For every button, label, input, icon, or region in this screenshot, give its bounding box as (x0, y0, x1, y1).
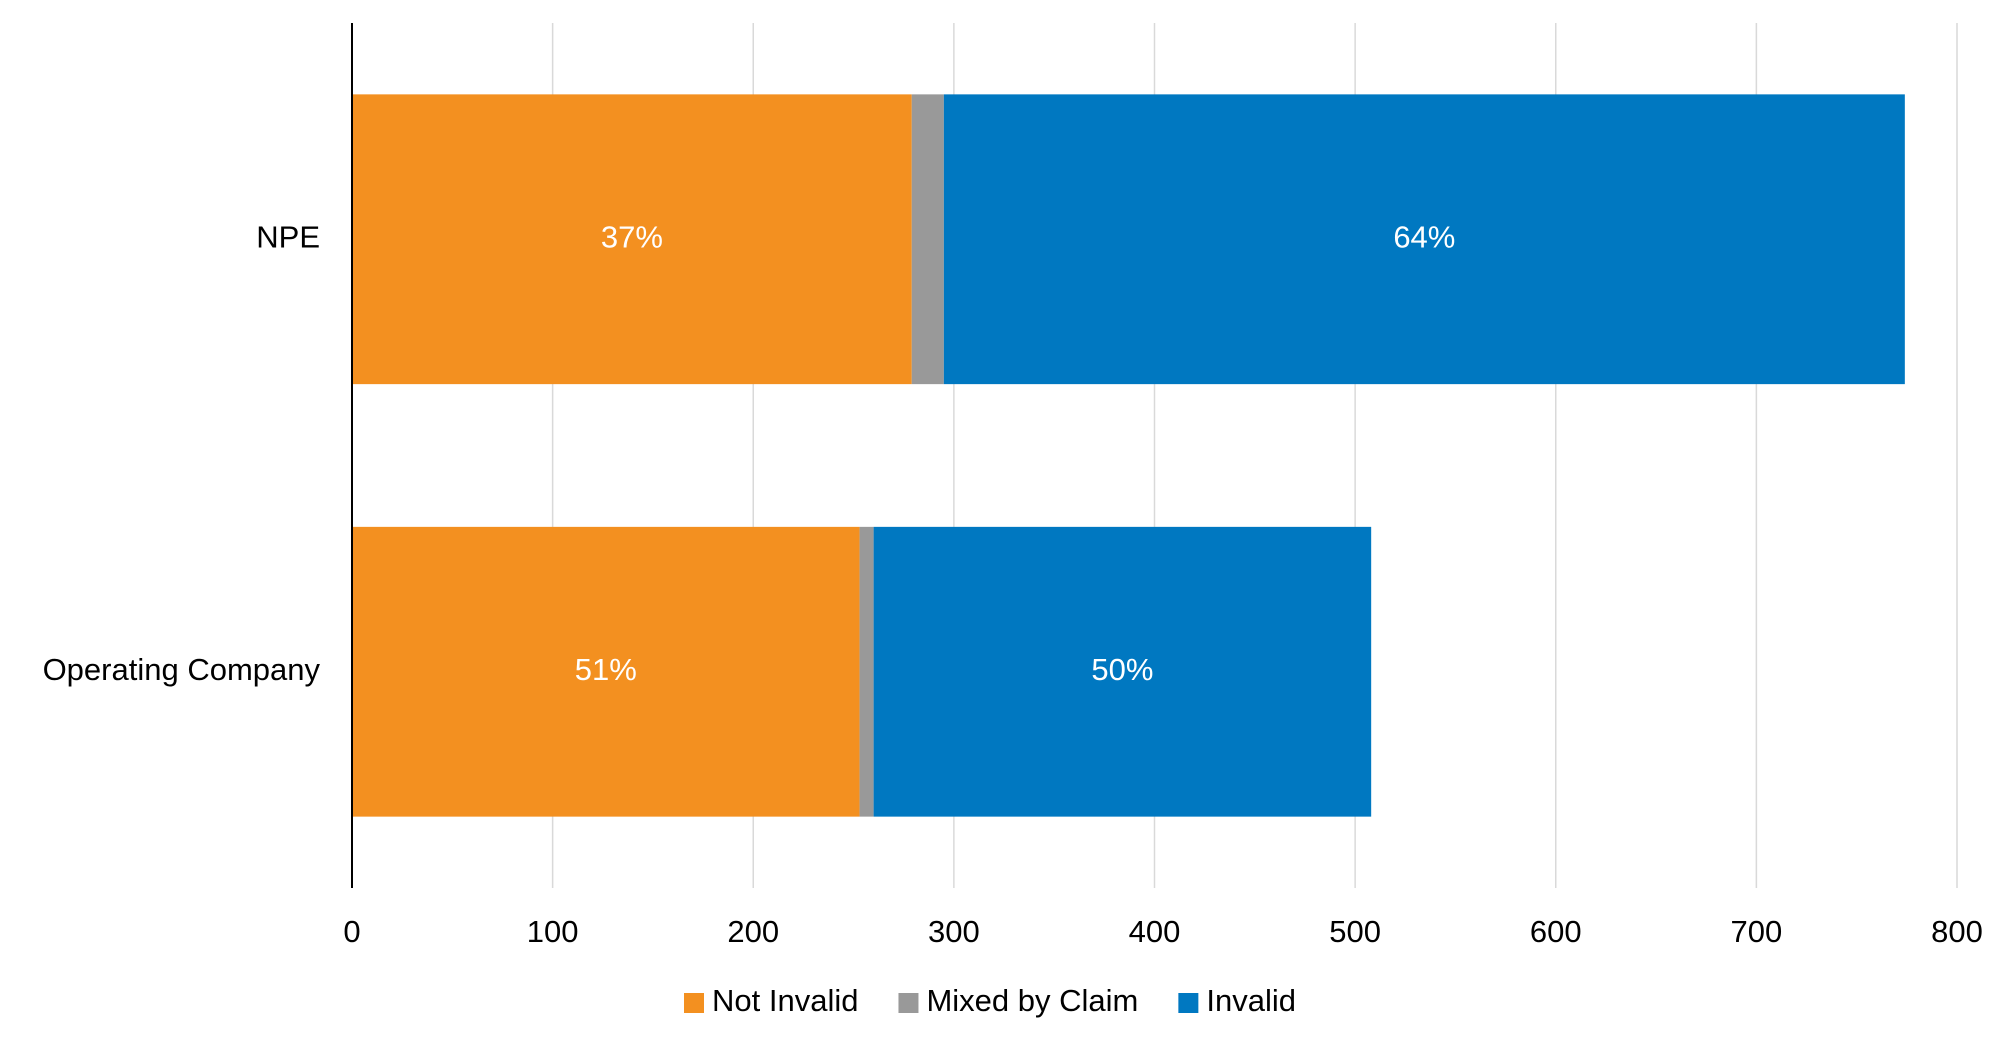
x-tick-label: 500 (1329, 914, 1381, 949)
bar-segment (912, 94, 944, 384)
x-tick-label: 100 (527, 914, 579, 949)
data-label: 64% (1393, 219, 1455, 254)
x-tick-label: 700 (1731, 914, 1783, 949)
chart: 0 100 200 300 400 500 600 700 800 NPE 37% 64% Operat… (0, 0, 2002, 1045)
x-tick-label: 300 (928, 914, 980, 949)
x-tick-label: 800 (1931, 914, 1983, 949)
x-tick-label: 600 (1530, 914, 1582, 949)
x-tick-label: 0 (343, 914, 360, 949)
data-label: 50% (1091, 652, 1153, 687)
legend-label: Mixed by Claim (926, 983, 1138, 1018)
legend-swatch (1178, 993, 1198, 1013)
legend-swatch (684, 993, 704, 1013)
y-tick-label: NPE (256, 219, 320, 254)
data-label: 37% (601, 219, 663, 254)
x-tick-label: 200 (727, 914, 779, 949)
y-tick-label: Operating Company (43, 652, 321, 687)
legend-label: Not Invalid (712, 983, 858, 1018)
legend-swatch (898, 993, 918, 1013)
legend-label: Invalid (1206, 983, 1296, 1018)
bar-segment (860, 527, 874, 817)
data-label: 51% (575, 652, 637, 687)
x-tick-label: 400 (1129, 914, 1181, 949)
